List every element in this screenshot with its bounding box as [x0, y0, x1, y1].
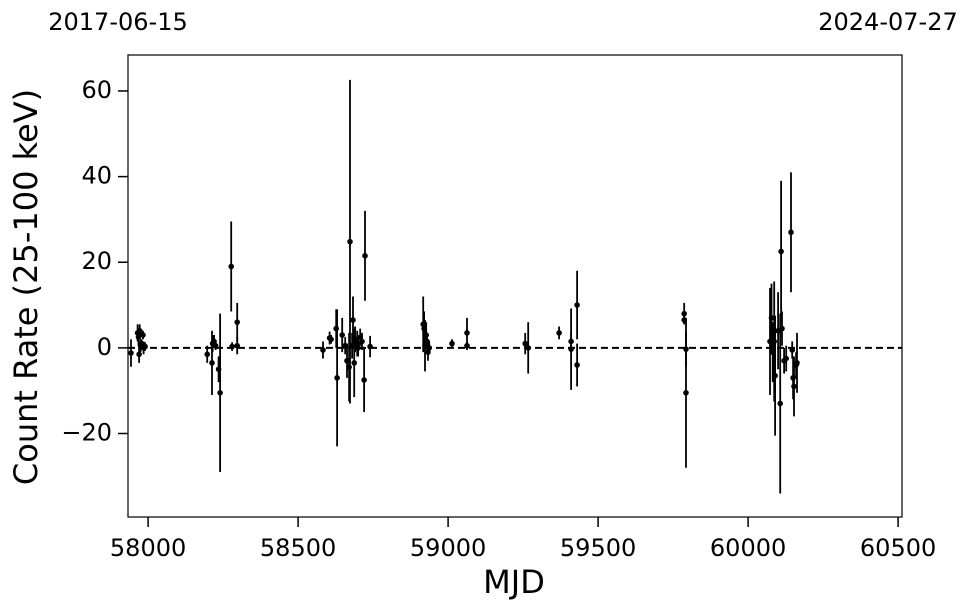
x-axis-label: MJD	[483, 563, 545, 601]
data-point	[229, 343, 235, 350]
data-point	[768, 315, 775, 321]
x-tick-label: 60500	[860, 534, 936, 562]
data-point	[788, 229, 794, 236]
x-tick-label: 59000	[410, 534, 486, 562]
data-point	[779, 325, 785, 332]
data-point	[681, 310, 687, 317]
data-point	[522, 340, 528, 347]
data-point	[789, 347, 795, 353]
data-point	[464, 342, 470, 349]
x-tick-label: 58000	[110, 534, 186, 562]
data-point	[449, 340, 455, 347]
data-point	[334, 375, 340, 381]
data-point	[328, 336, 334, 343]
data-point	[362, 253, 368, 259]
y-axis-label: Count Rate (25-100 keV)	[7, 89, 45, 485]
y-tick-label: 60	[81, 76, 112, 104]
data-point	[426, 345, 433, 351]
data-point	[525, 345, 531, 351]
x-tick-label: 58500	[260, 534, 336, 562]
data-point	[794, 360, 800, 366]
data-point	[359, 338, 365, 345]
data-point	[361, 377, 367, 383]
y-tick-label: −20	[61, 419, 112, 447]
data-point	[217, 390, 223, 396]
data-point	[355, 345, 361, 351]
data-point	[347, 238, 353, 245]
data-point	[778, 248, 784, 255]
data-point	[350, 317, 356, 323]
data-point	[136, 327, 143, 334]
data-point	[128, 350, 134, 356]
data-point	[228, 263, 234, 270]
data-point	[568, 338, 574, 345]
data-point	[234, 342, 240, 349]
end-date: 2024-07-27	[818, 8, 957, 36]
start-date: 2017-06-15	[48, 8, 187, 36]
data-point	[234, 319, 240, 325]
plot-frame	[127, 54, 903, 518]
x-tick-label: 59500	[560, 534, 636, 562]
y-tick-label: 0	[97, 333, 112, 361]
y-tick-label: 20	[81, 247, 112, 275]
data-point	[142, 343, 148, 350]
y-tick-label: 40	[81, 162, 112, 190]
data-point	[140, 332, 146, 338]
data-point	[351, 360, 358, 366]
data-point	[209, 360, 215, 366]
data-point	[212, 342, 219, 349]
data-point	[574, 362, 580, 368]
data-point	[464, 330, 470, 336]
data-point	[204, 351, 210, 358]
data-point	[556, 330, 562, 336]
data-point	[339, 332, 346, 338]
data-point	[683, 390, 689, 396]
data-point	[574, 302, 580, 308]
data-point	[136, 351, 142, 358]
data-point	[367, 343, 373, 350]
data-point	[320, 347, 326, 353]
data-point	[783, 355, 789, 362]
x-tick-label: 60000	[710, 534, 786, 562]
data-point	[777, 400, 783, 407]
data-point	[791, 383, 797, 390]
data-point	[772, 372, 778, 379]
